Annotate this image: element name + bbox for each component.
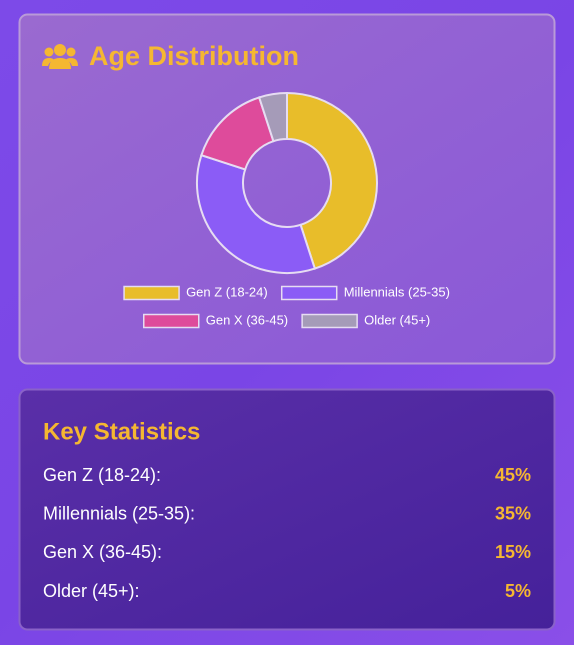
- legend-swatch: [280, 285, 338, 301]
- legend-label: Millennials (25-35): [344, 284, 450, 299]
- chart-title: Age Distribution: [89, 41, 299, 71]
- donut-slice: [196, 153, 317, 274]
- stat-label: Gen X (36-45):: [43, 542, 162, 562]
- legend-label: Gen X (36-45): [206, 312, 288, 327]
- stats-rows: Gen Z (18-24): 45% Millennials (25-35): 35%…: [43, 465, 531, 601]
- chart-card: [18, 13, 556, 365]
- legend: Gen Z (18-24) Millennials (25-35) Gen X (3…: [123, 284, 450, 329]
- stats-title: Key Statistics: [43, 418, 200, 445]
- legend-swatch: [143, 313, 200, 329]
- legend-label: Gen Z (18-24): [186, 284, 268, 299]
- donut-slice: [257, 91, 288, 143]
- stat-value: 45%: [495, 465, 531, 485]
- stat-value: 15%: [495, 542, 531, 562]
- legend-label: Older (45+): [364, 312, 430, 327]
- legend-swatch: [123, 285, 180, 301]
- users-icon: [42, 44, 78, 69]
- donut-slice: [286, 91, 378, 270]
- legend-swatch: [301, 313, 358, 329]
- stat-label: Older (45+):: [43, 581, 140, 601]
- donut: [196, 91, 378, 274]
- stat-value: 5%: [505, 581, 531, 601]
- stats-card: [18, 388, 556, 631]
- stat-value: 35%: [495, 503, 531, 523]
- stat-label: Gen Z (18-24):: [43, 465, 161, 485]
- stat-label: Millennials (25-35):: [43, 503, 195, 523]
